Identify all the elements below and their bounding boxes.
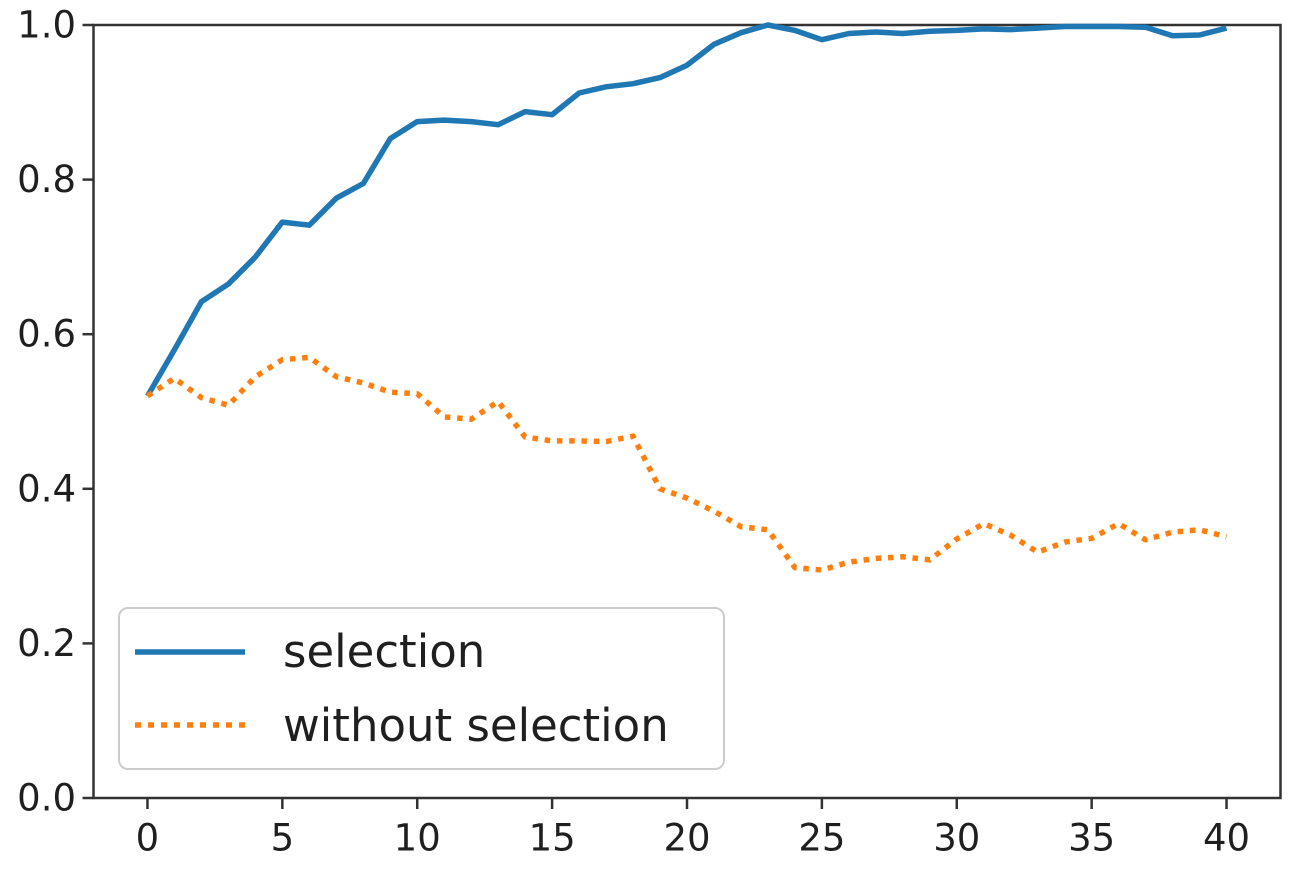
x-tick-label: 15 xyxy=(529,817,576,860)
y-tick-label: 0.4 xyxy=(17,467,76,510)
x-tick-label: 35 xyxy=(1068,817,1115,860)
x-tick-label: 5 xyxy=(271,817,295,860)
without-selection-dotted-line-sample-icon xyxy=(135,722,245,728)
x-tick-label: 25 xyxy=(798,817,845,860)
y-tick-label: 1.0 xyxy=(17,4,76,47)
x-tick-label: 30 xyxy=(933,817,980,860)
legend-label-without-selection: without selection xyxy=(283,698,669,752)
series-line-without-selection xyxy=(145,354,1228,573)
legend: selection without selection xyxy=(118,607,725,770)
x-tick-label: 20 xyxy=(663,817,710,860)
x-tick-label: 40 xyxy=(1203,817,1250,860)
y-tick-label: 0.6 xyxy=(17,313,76,356)
y-tick-label: 0.2 xyxy=(17,622,76,665)
selection-solid-line-sample-icon xyxy=(135,649,245,655)
legend-item-without-selection: without selection xyxy=(135,697,723,753)
y-tick-label: 0.8 xyxy=(17,158,76,201)
series-line-selection xyxy=(145,22,1228,398)
legend-item-selection: selection xyxy=(135,624,723,680)
x-tick-label: 0 xyxy=(136,817,160,860)
x-tick-label: 10 xyxy=(394,817,441,860)
legend-label-selection: selection xyxy=(283,625,486,679)
y-tick-label: 0.0 xyxy=(17,777,76,820)
